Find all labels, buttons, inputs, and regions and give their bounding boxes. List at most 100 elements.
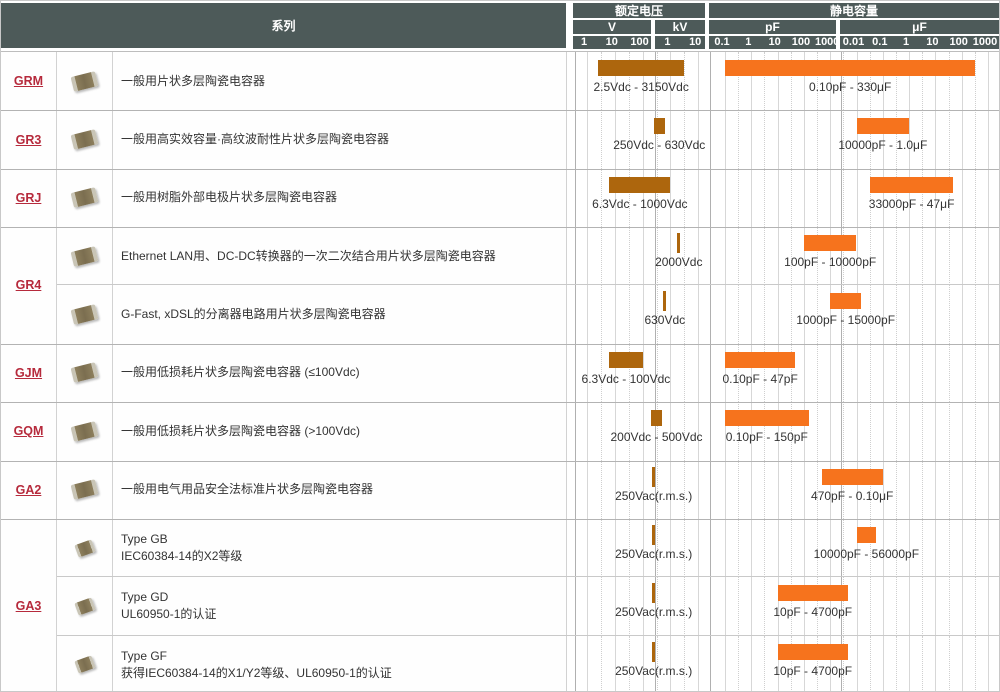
gridline [841, 52, 842, 111]
gridline [600, 343, 602, 403]
gridline [670, 285, 672, 344]
gridline [655, 52, 656, 111]
gridline [777, 518, 779, 578]
gridline [841, 460, 842, 519]
series-description-line: 一般用电气用品安全法标准片状多层陶瓷电容器 [121, 482, 374, 497]
gridline [843, 635, 845, 691]
series-link-ga2[interactable]: GA2 [15, 482, 42, 497]
voltage-range-bar [653, 118, 665, 135]
tick-band-uf [840, 36, 999, 49]
gridline [655, 168, 656, 228]
gridline [738, 518, 740, 578]
gridline [738, 285, 740, 344]
gridline [655, 635, 656, 691]
gridline [684, 285, 686, 344]
gridline [869, 52, 871, 111]
series-description: Type GB IEC60384-14的X2等级 [113, 518, 567, 578]
series-cell: GRJ [1, 168, 57, 228]
gridline [869, 518, 871, 578]
capacitance-range-bar [821, 468, 883, 485]
gridline [856, 518, 858, 578]
gridline [869, 227, 871, 286]
range-chart-cell: 6.3Vdc - 1000Vdc 33000pF - 47μF [575, 168, 999, 228]
series-link-grm[interactable]: GRM [13, 74, 44, 89]
capacitance-range-label: 0.10pF - 150pF [725, 430, 808, 445]
chip-image-cell [57, 460, 113, 519]
gridline [895, 518, 897, 578]
voltage-range-label: 250Vac(r.m.s.) [615, 605, 693, 620]
gridline [935, 635, 937, 691]
gridline [628, 402, 630, 461]
gridline [856, 52, 858, 111]
gridline [656, 227, 658, 286]
gridline [974, 110, 976, 169]
table-row: 一般用电气用品安全法标准片状多层陶瓷电容器 250Vac(r.m.s.) 470pF… [57, 460, 999, 519]
gridline [882, 343, 884, 403]
gridline [843, 110, 845, 169]
series-link-ga3[interactable]: GA3 [15, 599, 42, 614]
gridline [961, 110, 963, 169]
gridline [725, 518, 726, 578]
gridline [655, 577, 656, 636]
gridline [698, 110, 700, 169]
mlcc-chip-image [70, 70, 99, 92]
gridline [764, 577, 766, 636]
gridline [841, 343, 842, 403]
gridline [614, 343, 616, 403]
gridline [843, 52, 845, 111]
gridline [948, 343, 950, 403]
gridline [974, 577, 976, 636]
gridline [856, 285, 858, 344]
gridline [587, 460, 588, 519]
gridline [587, 343, 588, 403]
series-link-grj[interactable]: GRJ [15, 190, 42, 205]
gridline [988, 402, 989, 461]
unit-header-uf: μF [840, 20, 999, 34]
gridline [698, 227, 700, 286]
gridline [628, 460, 630, 519]
gridline [587, 577, 588, 636]
gridline [830, 285, 832, 344]
series-link-gjm[interactable]: GJM [14, 365, 43, 380]
capacitance-range-label: 0.10pF - 47pF [722, 371, 798, 386]
series-description-line: 一般用高实效容量·高纹波耐性片状多层陶瓷电容器 [121, 132, 389, 147]
gridline [948, 52, 950, 111]
gridline [738, 577, 740, 636]
gridline [803, 635, 805, 691]
gridline [869, 402, 871, 461]
series-description: Type GD UL60950-1的认证 [113, 577, 567, 636]
voltage-range-label: 630Vdc [644, 313, 686, 328]
gridline [922, 577, 924, 636]
gridline [935, 110, 937, 169]
voltage-range-label: 2000Vdc [655, 255, 703, 270]
series-link-gqm[interactable]: GQM [13, 424, 44, 439]
series-link-gr4[interactable]: GR4 [15, 278, 42, 293]
gridline [655, 343, 656, 403]
gridline [642, 402, 644, 461]
gridline [587, 110, 588, 169]
gridline [600, 577, 602, 636]
gridline [738, 343, 740, 403]
gridline [909, 110, 911, 169]
gridline [764, 402, 766, 461]
series-description-line: G-Fast, xDSL的分离器电路用片状多层陶瓷电容器 [121, 307, 386, 322]
series-link-gr3[interactable]: GR3 [15, 132, 42, 147]
gridline [684, 168, 686, 228]
series-description: G-Fast, xDSL的分离器电路用片状多层陶瓷电容器 [113, 285, 567, 344]
capacitance-range-label: 0.10pF - 330μF [809, 80, 892, 94]
voltage-range-label: 6.3Vdc - 1000Vdc [592, 196, 688, 211]
series-description-line: Type GF [121, 648, 168, 663]
chip-image-cell [57, 285, 113, 344]
voltage-value-marker [663, 291, 667, 312]
gridline [817, 285, 819, 344]
column-gap [567, 343, 575, 403]
gridline [856, 577, 858, 636]
gridline [725, 460, 726, 519]
gridline [961, 635, 963, 691]
mlcc-chip-image [70, 421, 99, 442]
gridline [790, 285, 792, 344]
gridline [710, 460, 711, 519]
column-gap [567, 227, 575, 286]
chip-image-cell [57, 110, 113, 169]
series-group-gjm: GJM 一般用低损耗片状多层陶瓷电容器 (≤100Vdc) 6.3Vdc - 100… [1, 343, 999, 403]
